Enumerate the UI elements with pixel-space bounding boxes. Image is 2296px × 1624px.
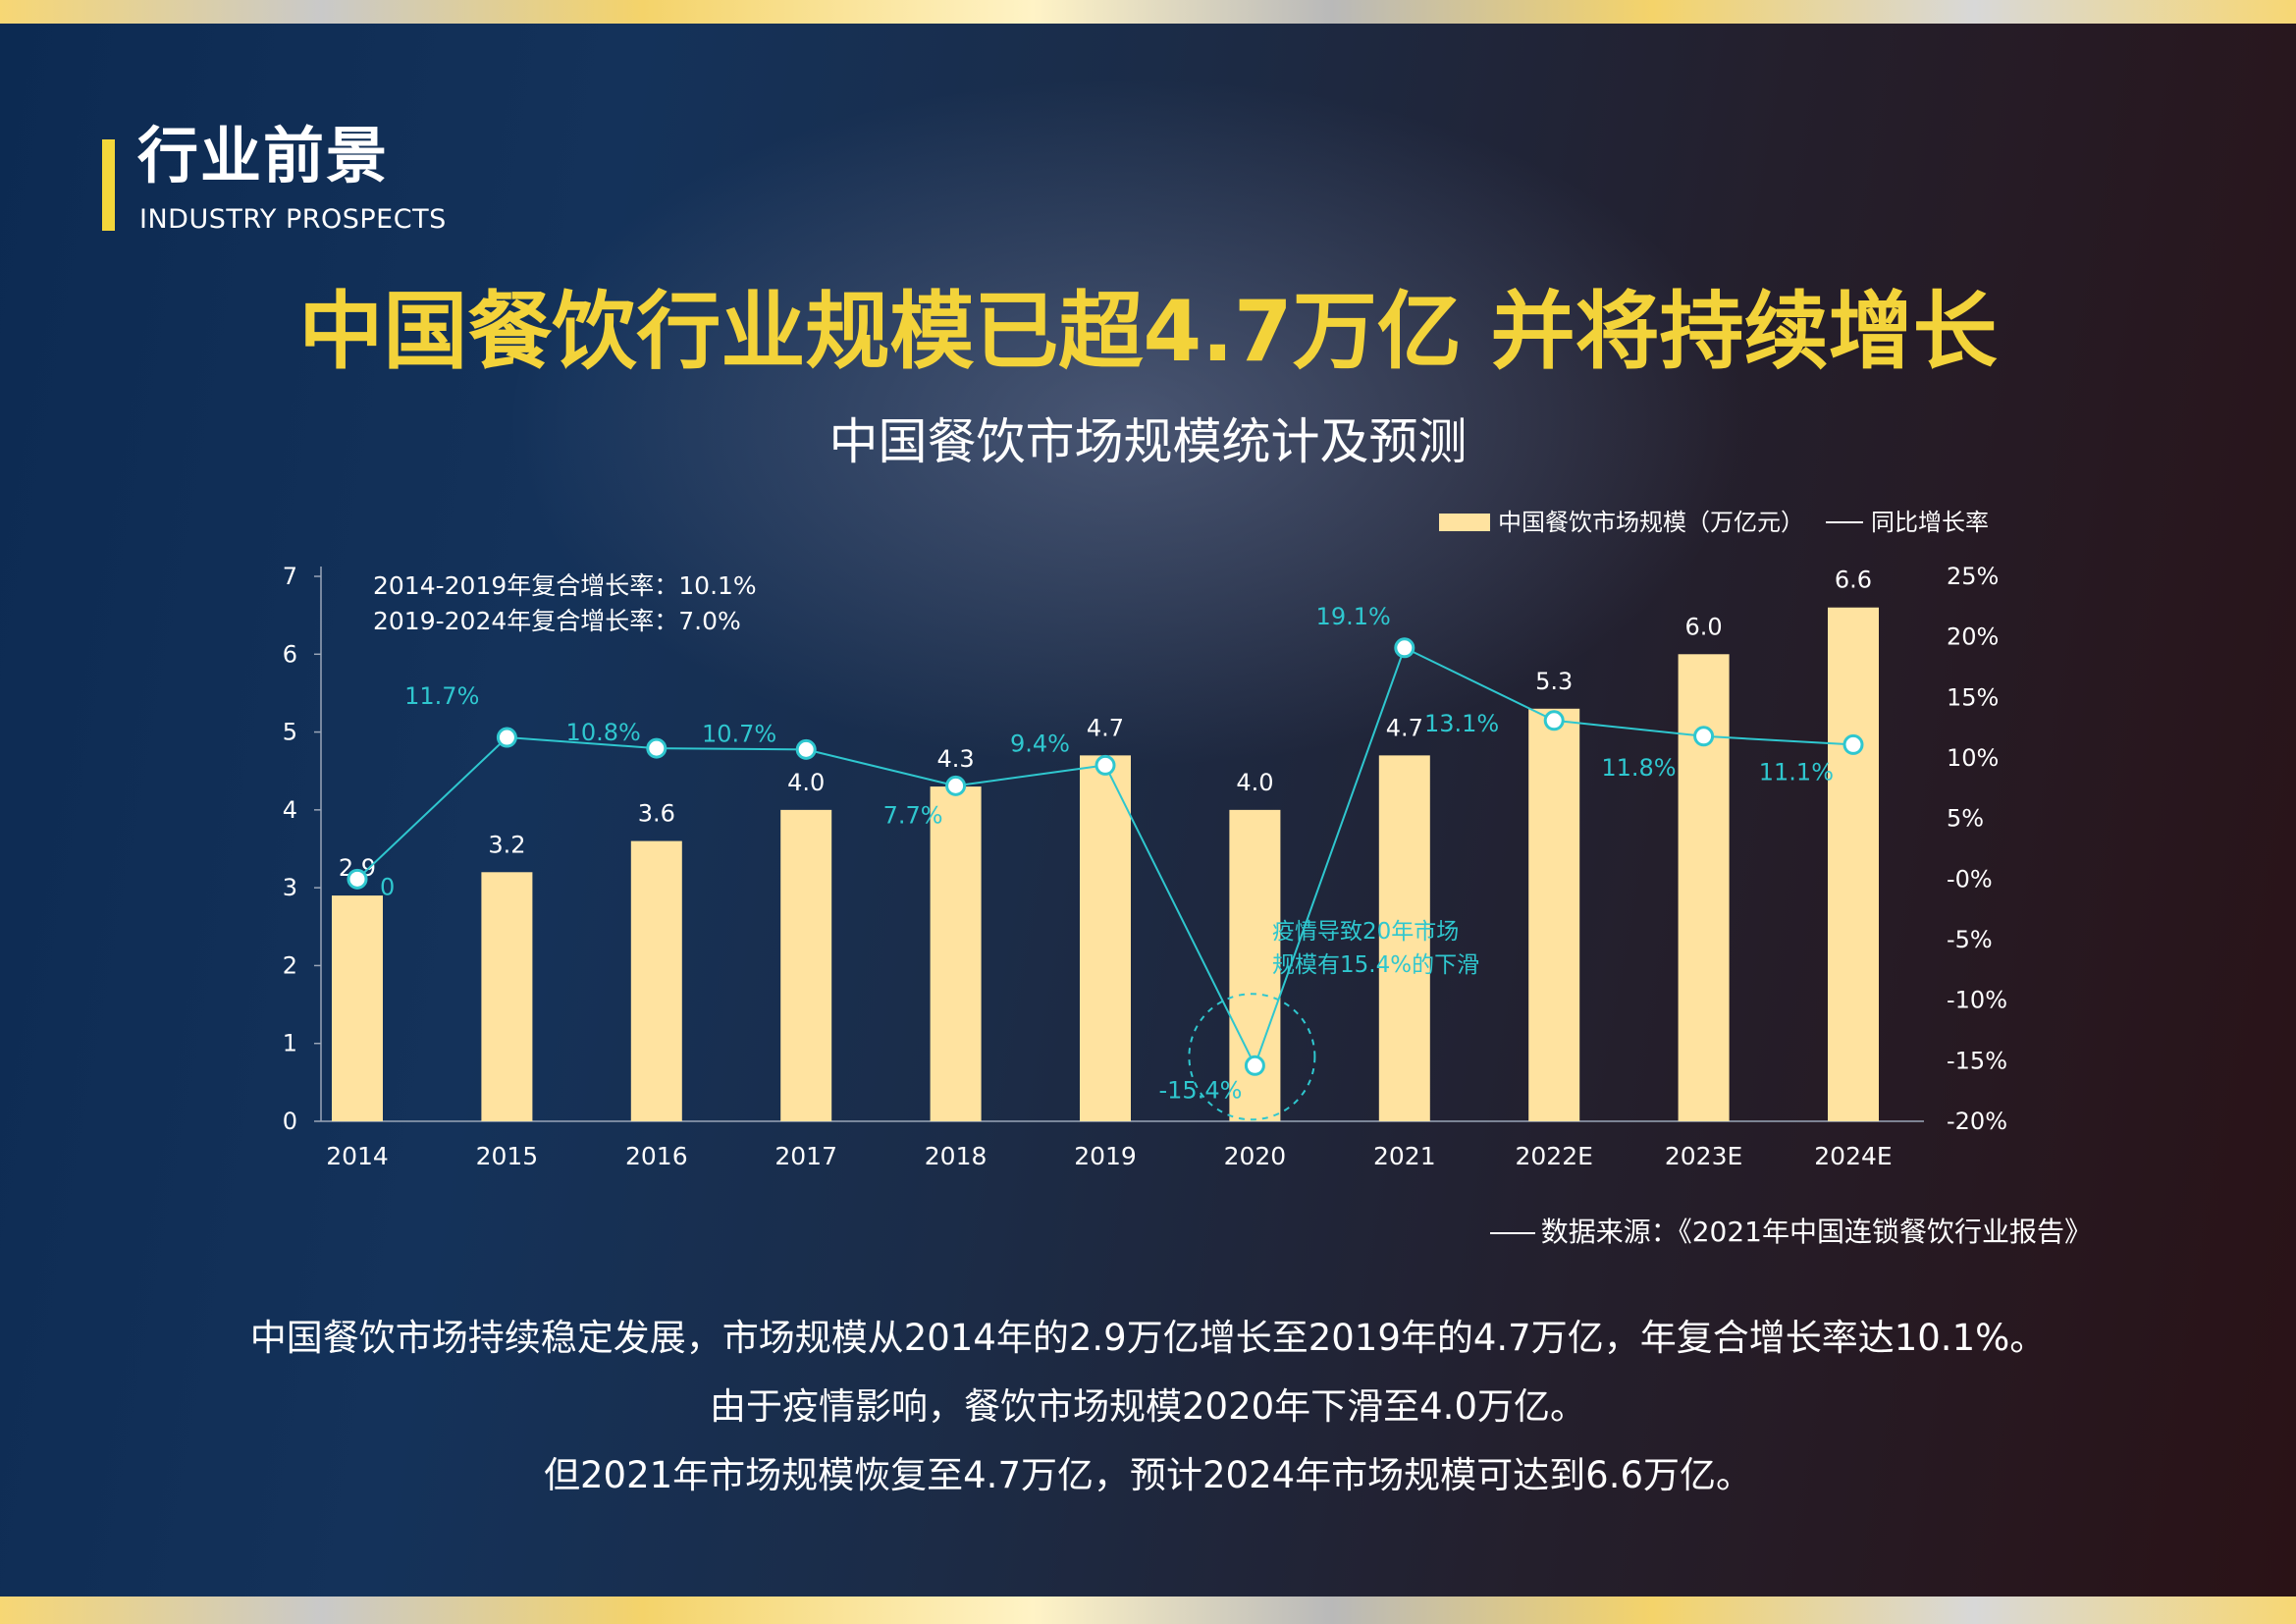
- legend-bar-swatch: [1439, 514, 1490, 531]
- y-right-tick-label: -0%: [1947, 865, 1993, 893]
- growth-rate-label: -15.4%: [1158, 1076, 1242, 1104]
- bar: [630, 840, 682, 1121]
- section-title: 行业前景: [137, 120, 390, 191]
- cagr-note-2: 2019-2024年复合增长率：7.0%: [373, 607, 741, 635]
- y-left-tick-label: 5: [283, 719, 297, 746]
- bar-value-label: 4.7: [1386, 714, 1423, 741]
- bar-value-label: 4.0: [787, 769, 825, 796]
- bar: [1528, 708, 1580, 1121]
- headline: 中国餐饮行业规模已超4.7万亿 并将持续增长: [298, 283, 1998, 381]
- growth-rate-point: [1693, 726, 1715, 747]
- bar-value-label: 4.7: [1087, 714, 1124, 741]
- bar: [930, 786, 982, 1121]
- growth-rate-point: [347, 868, 368, 890]
- bottom-gold-border: [0, 1597, 2296, 1624]
- annotation-line-2: 规模有15.4%的下滑: [1272, 952, 1479, 978]
- x-tick-label: 2019: [1074, 1142, 1137, 1170]
- bar: [780, 809, 832, 1121]
- bar-value-label: 5.3: [1535, 668, 1573, 695]
- bar: [332, 895, 383, 1121]
- growth-rate-point: [1842, 733, 1864, 755]
- bar: [1080, 755, 1131, 1121]
- bar-value-label: 3.2: [488, 831, 525, 858]
- y-left-tick-label: 3: [283, 874, 297, 901]
- bar: [1828, 607, 1879, 1121]
- x-tick-label: 2024E: [1814, 1142, 1892, 1170]
- y-left-tick-label: 1: [283, 1030, 297, 1057]
- growth-rate-label: 19.1%: [1316, 603, 1391, 630]
- bar-value-label: 4.0: [1236, 769, 1273, 796]
- growth-rate-label: 11.1%: [1759, 758, 1834, 785]
- bar-value-label: 6.0: [1685, 613, 1723, 640]
- annotation-line-1: 疫情导致20年市场: [1272, 919, 1459, 945]
- summary-line-1: 中国餐饮市场持续稳定发展，市场规模从2014年的2.9万亿增长至2019年的4.…: [249, 1317, 2047, 1359]
- growth-rate-point: [945, 775, 967, 796]
- x-tick-label: 2015: [476, 1142, 539, 1170]
- source-text: 数据来源：《2021年中国连锁餐饮行业报告》: [1540, 1216, 2092, 1248]
- growth-rate-point: [1394, 637, 1415, 659]
- data-source: 数据来源：《2021年中国连锁餐饮行业报告》: [1489, 1216, 2092, 1248]
- bar-value-label: 6.6: [1835, 567, 1872, 594]
- bar: [1678, 654, 1730, 1121]
- y-right-tick-label: -15%: [1947, 1047, 2007, 1074]
- growth-rate-label: 10.7%: [702, 720, 776, 747]
- legend-line-label: 同比增长率: [1871, 509, 1989, 536]
- x-tick-label: 2016: [625, 1142, 688, 1170]
- growth-rate-label: 7.7%: [883, 801, 943, 829]
- y-right-tick-label: 5%: [1947, 805, 1984, 833]
- y-left-tick-label: 7: [283, 563, 297, 590]
- x-tick-label: 2017: [774, 1142, 837, 1170]
- top-gold-border: [0, 0, 2296, 24]
- chart-legend: 中国餐饮市场规模（万亿元） 同比增长率: [1439, 511, 1989, 534]
- y-right-tick-label: 15%: [1947, 683, 1999, 711]
- summary-line-2: 由于疫情影响，餐饮市场规模2020年下滑至4.0万亿。: [709, 1385, 1586, 1428]
- section-accent-bar: [102, 139, 115, 231]
- growth-rate-point: [496, 727, 517, 748]
- legend-bar-label: 中国餐饮市场规模（万亿元）: [1498, 509, 1804, 536]
- growth-rate-point: [1244, 1055, 1265, 1076]
- growth-rate-label: 13.1%: [1424, 710, 1499, 737]
- legend-line-swatch: [1826, 521, 1863, 523]
- growth-rate-label: 9.4%: [1010, 730, 1070, 757]
- growth-rate-label: 0: [380, 873, 395, 900]
- x-tick-label: 2018: [925, 1142, 988, 1170]
- x-tick-label: 2023E: [1665, 1142, 1742, 1170]
- y-right-tick-label: 25%: [1947, 563, 1999, 590]
- bar-value-label: 4.3: [937, 745, 975, 773]
- y-left-tick-label: 4: [283, 796, 297, 824]
- cagr-note-1: 2014-2019年复合增长率：10.1%: [373, 571, 757, 600]
- growth-rate-point: [1543, 710, 1565, 731]
- y-right-tick-label: 10%: [1947, 744, 1999, 772]
- growth-rate-point: [795, 738, 817, 760]
- growth-rate-point: [1095, 754, 1116, 776]
- y-right-tick-label: -5%: [1947, 926, 1993, 953]
- x-tick-label: 2020: [1224, 1142, 1287, 1170]
- source-dash: [1489, 1232, 1535, 1234]
- summary-line-3: 但2021年市场规模恢复至4.7万亿，预计2024年市场规模可达到6.6万亿。: [543, 1454, 1752, 1496]
- x-tick-label: 2014: [326, 1142, 389, 1170]
- y-left-tick-label: 2: [283, 951, 297, 979]
- growth-rate-label: 11.8%: [1601, 754, 1676, 782]
- y-left-tick-label: 0: [283, 1108, 297, 1135]
- y-right-tick-label: -20%: [1947, 1108, 2007, 1135]
- section-subtitle: INDUSTRY PROSPECTS: [139, 204, 447, 235]
- chart-title: 中国餐饮市场规模统计及预测: [828, 413, 1468, 470]
- bar: [481, 872, 533, 1121]
- y-left-tick-label: 6: [283, 640, 297, 668]
- growth-rate-label: 10.8%: [566, 719, 641, 746]
- y-right-tick-label: -10%: [1947, 987, 2007, 1014]
- bar-value-label: 3.6: [638, 800, 675, 828]
- highlight-circle: [1188, 993, 1316, 1121]
- growth-rate-label: 11.7%: [404, 682, 479, 710]
- y-right-tick-label: 20%: [1947, 623, 1999, 651]
- growth-rate-point: [646, 737, 667, 759]
- x-tick-label: 2022E: [1515, 1142, 1592, 1170]
- bar: [1378, 755, 1430, 1121]
- x-tick-label: 2021: [1373, 1142, 1436, 1170]
